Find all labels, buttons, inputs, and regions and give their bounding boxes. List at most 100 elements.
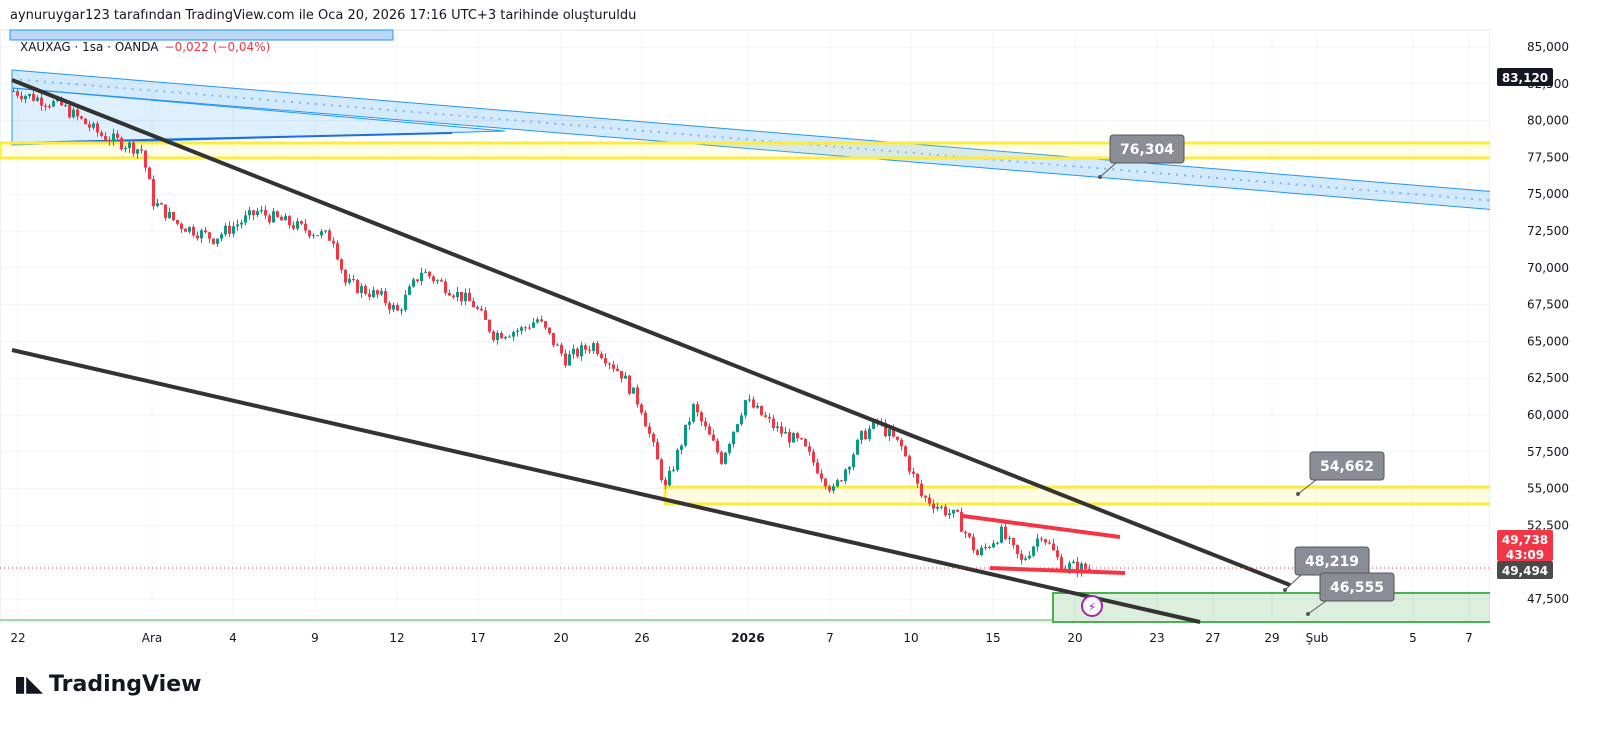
time-tick: 9 <box>311 631 319 645</box>
candle-body <box>608 363 611 365</box>
candle-body <box>216 238 219 244</box>
candle-body <box>812 451 815 463</box>
candle-body <box>316 235 319 237</box>
price-tick: 67,500 <box>1527 298 1569 312</box>
price-tick: 72,500 <box>1527 224 1569 238</box>
price-tick: 77,500 <box>1527 150 1569 164</box>
candle-body <box>772 418 775 428</box>
candle-body <box>968 533 971 537</box>
candle-body <box>776 426 779 428</box>
candle-body <box>780 426 783 434</box>
candle-body <box>660 459 663 481</box>
candle-body <box>148 167 151 180</box>
price-tick: 75,000 <box>1527 187 1569 201</box>
candle-body <box>1044 539 1047 543</box>
candle-body <box>496 332 499 340</box>
symbol-legend[interactable]: XAUXAG · 1sa · OANDA −0,022 (−0,04%) <box>20 40 270 54</box>
candle-body <box>288 216 291 226</box>
candle-body <box>596 343 599 354</box>
candle-body <box>652 433 655 443</box>
candle-body <box>80 116 83 119</box>
candle-body <box>980 547 983 556</box>
candle-body <box>1048 542 1051 544</box>
candle-body <box>392 305 395 310</box>
candle-body <box>680 445 683 450</box>
candle-body <box>108 140 111 142</box>
candle-body <box>528 327 531 329</box>
callout-box <box>1309 451 1385 481</box>
candle-body <box>572 348 575 355</box>
candle-body <box>504 336 507 339</box>
candle-body <box>560 344 563 354</box>
candle-body <box>952 509 955 514</box>
candle-body <box>16 91 19 96</box>
candle-body <box>804 438 807 447</box>
candle-body <box>384 291 387 304</box>
candle-body <box>264 210 267 216</box>
candle-body <box>320 231 323 236</box>
candle-body <box>60 98 63 106</box>
callout-point <box>1098 175 1102 179</box>
candle-body <box>204 230 207 233</box>
candle-body <box>472 301 475 308</box>
candle-body <box>440 280 443 282</box>
candle-body <box>84 118 87 125</box>
candle-body <box>312 235 315 237</box>
callout-label: 76,304 <box>1120 142 1174 158</box>
channel-strip <box>9 29 394 41</box>
candle-body <box>176 220 179 224</box>
attribution-text: aynuruygar123 tarafından TradingView.com… <box>10 8 637 23</box>
candle-body <box>308 230 311 237</box>
candle-body <box>708 426 711 435</box>
lightning-glyph: ⚡ <box>1088 600 1096 614</box>
candle-body <box>332 240 335 244</box>
candle-body <box>784 431 787 434</box>
candle-body <box>1052 543 1055 551</box>
candle-body <box>164 204 167 219</box>
candle-body <box>924 495 927 498</box>
candle-body <box>840 480 843 482</box>
candle-body <box>228 225 231 234</box>
candle-body <box>492 331 495 340</box>
candle-body <box>208 232 211 239</box>
candle-body <box>356 279 359 293</box>
candle-body <box>452 295 455 298</box>
candle-body <box>368 293 371 297</box>
callout-label: 54,662 <box>1320 459 1374 475</box>
candle-body <box>540 319 543 322</box>
candle-body <box>48 105 51 107</box>
candle-body <box>292 225 295 229</box>
candle-body <box>460 291 463 302</box>
candle-body <box>1032 546 1035 556</box>
candle-body <box>844 469 847 481</box>
candle-body <box>336 243 339 260</box>
callout-label: 48,219 <box>1305 554 1359 570</box>
candle-body <box>604 358 607 364</box>
candle-body <box>12 91 15 93</box>
candle-body <box>284 216 287 221</box>
callout-label: 46,555 <box>1330 580 1384 596</box>
candle-body <box>40 97 43 106</box>
candle-body <box>444 281 447 293</box>
candle-body <box>236 224 239 227</box>
price-chart[interactable]: 76,30454,66248,21946,555⚡85,00082,50080,… <box>0 0 1600 660</box>
candle-body <box>348 279 351 283</box>
candle-body <box>364 286 367 294</box>
tradingview-logo[interactable]: ▮◣ TradingView <box>14 672 201 697</box>
candle-body <box>68 105 71 118</box>
candle-body <box>628 375 631 394</box>
candle-body <box>972 536 975 551</box>
candle-body <box>736 424 739 432</box>
candle-body <box>24 96 27 100</box>
candle-body <box>716 440 719 453</box>
candle-body <box>1028 555 1031 559</box>
candle-body <box>1040 538 1043 540</box>
candle-body <box>252 210 255 216</box>
candle-body <box>464 292 467 302</box>
candle-body <box>568 354 571 366</box>
candle-body <box>700 412 703 422</box>
candle-body <box>1080 563 1083 573</box>
candle-body <box>1072 561 1075 564</box>
candle-body <box>160 203 163 205</box>
candle-body <box>592 343 595 351</box>
